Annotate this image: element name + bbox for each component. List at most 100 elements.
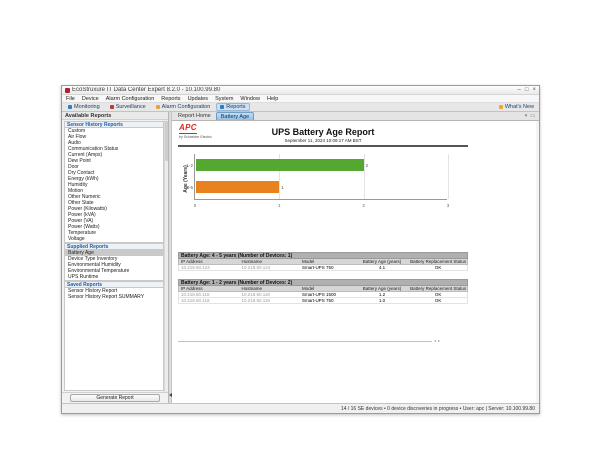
sidebar-item-audio[interactable]: Audio bbox=[68, 140, 81, 146]
view-menu-icon[interactable]: ▾ bbox=[524, 113, 528, 119]
perspective-tab-label: Alarm Configuration bbox=[161, 104, 211, 110]
sidebar-item-motion[interactable]: Motion bbox=[68, 188, 84, 194]
menu-help[interactable]: Help bbox=[266, 95, 279, 102]
menu-window[interactable]: Window bbox=[240, 95, 260, 102]
horizontal-scrollbar[interactable]: ◂ ▸ bbox=[178, 339, 440, 343]
generate-report-button[interactable]: Generate Report bbox=[70, 394, 160, 402]
report-tab-report-home[interactable]: Report Home bbox=[178, 113, 211, 119]
monitoring-icon bbox=[68, 105, 72, 109]
sidebar-item-ups-runtime[interactable]: UPS Runtime bbox=[68, 274, 99, 280]
sidebar-list: Sensor History Reports Custom Air Flow Audi… bbox=[62, 120, 168, 392]
table-row: 10.218.50.118 10.218.50.118 Smart-UPS 1500… bbox=[178, 292, 468, 298]
sidebar-item-environmental-temperature[interactable]: Environmental Temperature bbox=[68, 268, 130, 274]
alarm-configuration-icon bbox=[155, 105, 160, 109]
minimize-icon[interactable]: – bbox=[517, 86, 521, 93]
table-row: 10.218.50.124 10.218.50.124 Smart-UPS 750 4… bbox=[178, 265, 468, 271]
menu-updates[interactable]: Updates bbox=[187, 95, 209, 102]
section-body-saved-reports: Sensor History Report Sensor History Repo… bbox=[64, 288, 164, 391]
sidebar-scrollbar[interactable] bbox=[164, 120, 168, 392]
column-header-battery-age-years: Battery Age (years) bbox=[362, 259, 402, 264]
menu-alarm-configuration[interactable]: Alarm Configuration bbox=[105, 95, 155, 102]
sidebar-splitter[interactable] bbox=[169, 112, 172, 403]
sidebar-item-other-state[interactable]: Other State bbox=[68, 200, 94, 206]
sidebar-item-sensor-history-report-summary[interactable]: Sensor History Report SUMMARY bbox=[68, 294, 145, 300]
sidebar-item-sensor-history-report[interactable]: Sensor History Report bbox=[68, 288, 118, 294]
table-cell-hostname: 10.218.50.118 bbox=[241, 292, 270, 297]
column-header-hostname: Hostname bbox=[241, 259, 262, 264]
sidebar-item-communication-status[interactable]: Communication Status bbox=[68, 146, 119, 152]
perspective-tab-reports[interactable]: Reports bbox=[216, 103, 250, 111]
sidebar-scrollbar-thumb[interactable] bbox=[165, 121, 168, 161]
perspective-tab-label: Monitoring bbox=[74, 104, 100, 110]
perspective-tab-alarm-configuration[interactable]: Alarm Configuration bbox=[152, 103, 215, 111]
menu-file[interactable]: File bbox=[66, 95, 75, 102]
status-text: 14 / 16 SE devices • 0 device discoverie… bbox=[340, 405, 535, 412]
y-category-label: 1-2 bbox=[186, 162, 193, 168]
column-header-battery-replacement-status: Battery Replacement Status bbox=[410, 286, 467, 291]
section-body-sensor-history-reports: Custom Air Flow Audio Communication Status C… bbox=[64, 128, 164, 243]
section-title-sensor-history-reports[interactable]: Sensor History Reports bbox=[64, 121, 164, 128]
splitter-collapse-icon[interactable] bbox=[169, 393, 172, 397]
section-body-supplied-reports: Battery Age Device Type Inventory Environm… bbox=[64, 250, 164, 281]
window-title: EcoStruxure IT Data Center Expert 8.2.0 … bbox=[72, 87, 221, 93]
chart-bar-1-2 bbox=[196, 159, 364, 171]
table-cell-model: Smart-UPS 750 bbox=[301, 298, 334, 303]
section-title-saved-reports[interactable]: Saved Reports bbox=[64, 281, 164, 288]
sidebar-item-energy-kwh[interactable]: Energy (kWh) bbox=[68, 176, 99, 182]
sidebar-item-environmental-humidity[interactable]: Environmental Humidity bbox=[68, 262, 121, 268]
sidebar-item-custom[interactable]: Custom bbox=[68, 128, 86, 134]
sidebar-item-battery-age[interactable]: Battery Age bbox=[65, 250, 163, 256]
app-window: EcoStruxure IT Data Center Expert 8.2.0 … bbox=[61, 85, 540, 414]
whats-new-icon bbox=[498, 105, 503, 109]
table-cell-battery-age-years: 1.0 bbox=[378, 298, 386, 303]
perspective-tab-surveillance[interactable]: Surveillance bbox=[106, 103, 150, 111]
app-icon bbox=[65, 87, 70, 93]
maximize-icon[interactable]: □ bbox=[524, 86, 529, 93]
report-title: UPS Battery Age Report bbox=[271, 127, 375, 137]
available-reports-panel: Available Reports Sensor History Reports… bbox=[62, 112, 169, 403]
menu-reports[interactable]: Reports bbox=[161, 95, 181, 102]
battery-age-chart: Age (Years) 0 1 2 3 1-2 2 4-5 1 bbox=[178, 152, 468, 216]
sidebar-item-current-amps[interactable]: Current (Amps) bbox=[68, 152, 103, 158]
status-bar: 14 / 16 SE devices • 0 device discoverie… bbox=[62, 403, 539, 413]
scrollbar-track[interactable] bbox=[178, 340, 432, 342]
report-tab-bar: Report Home Battery Age ▾ ▭ bbox=[172, 112, 539, 121]
column-header-battery-replacement-status: Battery Replacement Status bbox=[410, 259, 467, 264]
sidebar-item-humidity[interactable]: Humidity bbox=[68, 182, 88, 188]
sidebar-item-voltage[interactable]: Voltage bbox=[68, 236, 85, 242]
sidebar-item-power-va[interactable]: Power (VA) bbox=[68, 218, 94, 224]
sidebar-header: Available Reports bbox=[62, 112, 168, 120]
report-tab-battery-age[interactable]: Battery Age bbox=[215, 112, 255, 120]
table-header-row: IP Address Hostname Model Battery Age (year… bbox=[178, 259, 468, 265]
perspective-tab-monitoring[interactable]: Monitoring bbox=[64, 103, 104, 111]
maximize-view-icon[interactable]: ▭ bbox=[530, 113, 535, 119]
scroll-left-icon[interactable]: ◂ bbox=[433, 338, 436, 343]
menu-device[interactable]: Device bbox=[81, 95, 99, 102]
table-cell-model: Smart-UPS 750 bbox=[301, 265, 334, 270]
scroll-right-icon[interactable]: ▸ bbox=[437, 338, 440, 343]
sidebar-item-dry-contact[interactable]: Dry Contact bbox=[68, 170, 95, 176]
sidebar-item-power-watts[interactable]: Power (Watts) bbox=[68, 224, 100, 230]
sidebar-item-temperature[interactable]: Temperature bbox=[68, 230, 97, 236]
column-header-battery-age-years: Battery Age (years) bbox=[362, 286, 402, 291]
close-icon[interactable]: × bbox=[532, 86, 536, 93]
report-tables: Battery Age: 4 - 5 years (Number of Devi… bbox=[178, 252, 468, 304]
table-section-title: Battery Age: 4 - 5 years (Number of Devi… bbox=[178, 252, 468, 259]
menu-bar: File Device Alarm Configuration Reports Upda… bbox=[62, 95, 539, 103]
sidebar-item-dew-point[interactable]: Dew Point bbox=[68, 158, 91, 164]
chart-bar-4-5 bbox=[196, 181, 280, 193]
menu-system[interactable]: System bbox=[215, 95, 234, 102]
sidebar-item-door[interactable]: Door bbox=[68, 164, 79, 170]
title-divider bbox=[178, 145, 468, 147]
sidebar-item-device-type-inventory[interactable]: Device Type Inventory bbox=[68, 256, 118, 262]
chart-gridline bbox=[279, 154, 281, 199]
sidebar-item-power-kva[interactable]: Power (kVA) bbox=[68, 212, 96, 218]
table-cell-battery-replacement-status: OK bbox=[434, 298, 442, 303]
sidebar-item-other-numeric[interactable]: Other Numeric bbox=[68, 194, 101, 200]
table-cell-ip-address: 10.218.50.124 bbox=[181, 265, 210, 270]
sidebar-item-air-flow[interactable]: Air Flow bbox=[68, 134, 87, 140]
bar-value-label: 2 bbox=[365, 162, 369, 168]
sidebar-item-power-kilowatts[interactable]: Power (Kilowatts) bbox=[68, 206, 107, 212]
whats-new-link[interactable]: What's New bbox=[498, 104, 537, 110]
section-title-supplied-reports[interactable]: Supplied Reports bbox=[64, 243, 164, 250]
